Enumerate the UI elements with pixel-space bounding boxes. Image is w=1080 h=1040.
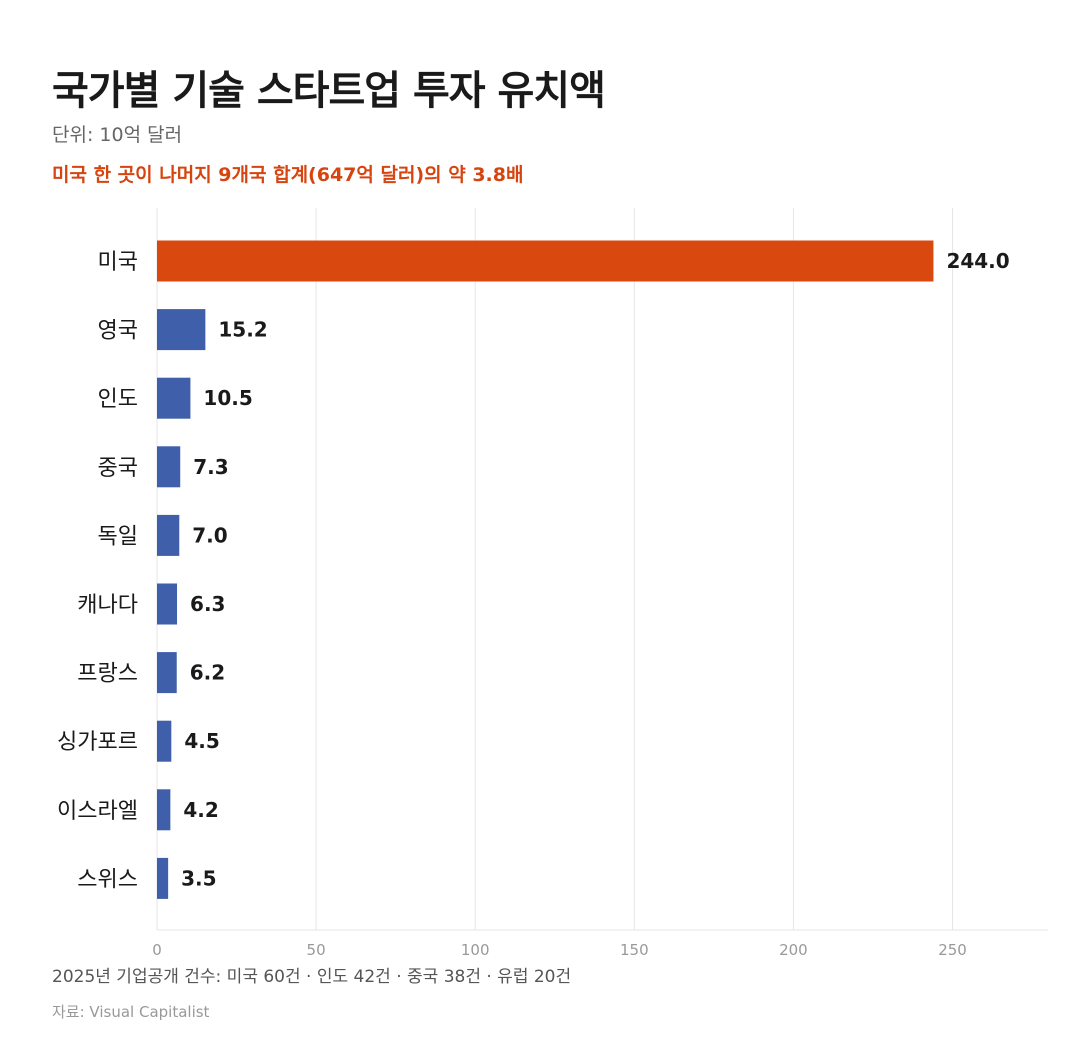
x-tick-label: 200 — [779, 941, 808, 959]
bar — [157, 789, 171, 831]
bar — [157, 857, 169, 899]
category-label: 캐나다 — [77, 593, 138, 618]
category-label: 스위스 — [77, 867, 138, 892]
x-tick-label: 50 — [307, 941, 326, 959]
category-label: 영국 — [98, 319, 138, 344]
value-label: 4.5 — [184, 729, 219, 753]
category-label: 이스라엘 — [57, 799, 138, 824]
value-label: 6.3 — [190, 592, 225, 616]
value-label: 15.2 — [218, 318, 267, 342]
bar — [157, 514, 180, 556]
value-label: 7.3 — [193, 455, 228, 479]
bar — [157, 652, 177, 694]
bars — [157, 240, 934, 899]
bar — [157, 240, 934, 282]
category-label: 미국 — [98, 250, 138, 275]
x-tick-label: 150 — [620, 941, 649, 959]
category-label: 싱가포르 — [57, 730, 138, 755]
x-tick-label: 250 — [938, 941, 967, 959]
x-tick-label: 0 — [152, 941, 162, 959]
category-label: 중국 — [98, 456, 138, 481]
bar — [157, 720, 172, 762]
value-label: 4.2 — [183, 798, 218, 822]
value-label: 7.0 — [192, 523, 227, 547]
bar — [157, 377, 191, 419]
chart-subtitle: 단위: 10억 달러 — [52, 124, 183, 146]
value-label: 10.5 — [203, 386, 252, 410]
value-label: 3.5 — [181, 866, 216, 890]
bar-chart: 0 50 100 150 200 250 미국 244.0 영국 15.2 인도 10.5 중국 7.3 독… — [57, 208, 1048, 959]
x-tick-label: 100 — [461, 941, 490, 959]
chart-title: 국가별 기술 스타트업 투자 유치액 — [52, 68, 606, 114]
chart-highlight-note: 미국 한 곳이 나머지 9개국 합계(647억 달러)의 약 3.8배 — [52, 164, 524, 186]
category-label: 인도 — [98, 387, 138, 412]
ipo-footnote: 2025년 기업공개 건수: 미국 60건 · 인도 42건 · 중국 38건 … — [52, 967, 572, 987]
labels: 0 50 100 150 200 250 미국 244.0 영국 15.2 인도 10.5 중국 7.3 독… — [57, 249, 1010, 959]
bar — [157, 446, 181, 488]
category-label: 독일 — [98, 524, 138, 549]
bar — [157, 309, 206, 351]
grid-lines — [156, 208, 1048, 931]
value-label: 6.2 — [190, 661, 225, 685]
source-note: 자료: Visual Capitalist — [52, 1003, 210, 1021]
value-label: 244.0 — [946, 249, 1009, 273]
bar — [157, 583, 178, 625]
category-label: 프랑스 — [77, 662, 138, 687]
